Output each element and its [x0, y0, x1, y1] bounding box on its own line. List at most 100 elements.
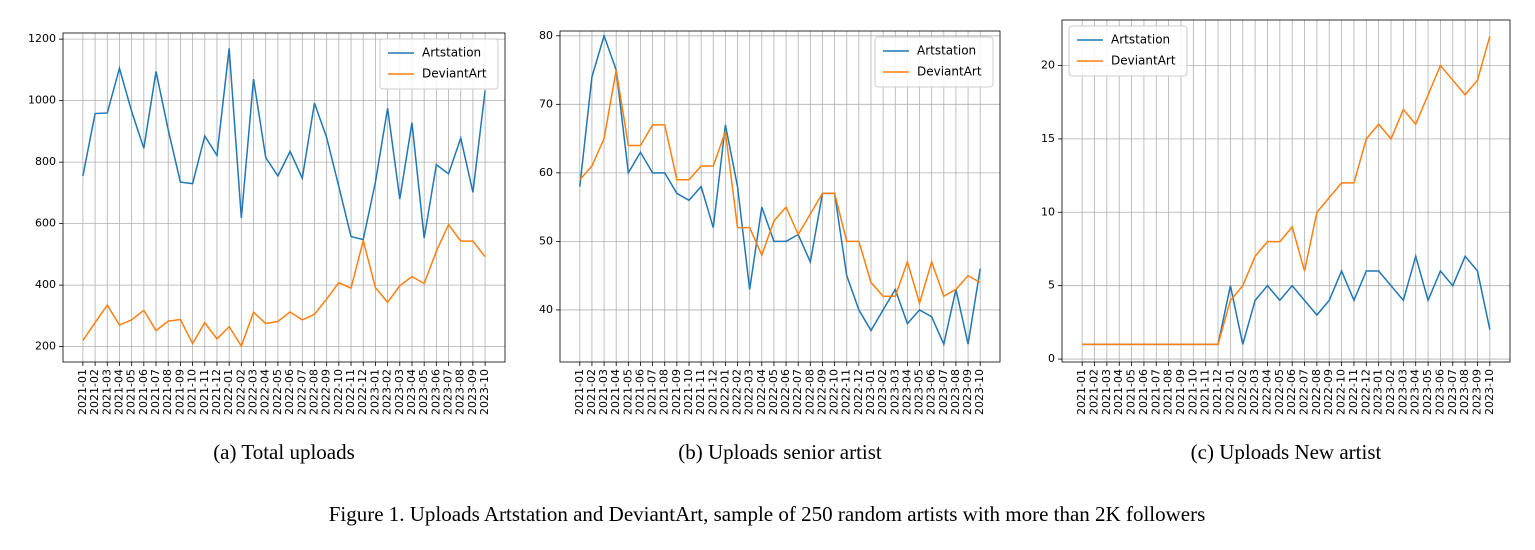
x-tick-label: 2022-03	[1248, 369, 1261, 415]
legend-box	[1068, 25, 1188, 77]
y-tick-label: 80	[539, 29, 553, 42]
x-tick-label: 2023-08	[1458, 369, 1471, 415]
x-tick-label: 2021-04	[1112, 369, 1125, 415]
x-tick-label: 2023-04	[1409, 369, 1422, 415]
x-tick-label: 2021-06	[137, 369, 150, 415]
x-tick-label: 2022-02	[1236, 369, 1249, 415]
x-tick-label: 2021-12	[210, 369, 223, 415]
chart-panel: 2021-01 2021-02 2021-03 2021-04 2021-05 2021-…	[28, 32, 506, 464]
x-tick-label: 2022-06	[283, 369, 296, 415]
x-tick-label: 2022-10	[828, 369, 841, 415]
x-tick-label: 2021-05	[1125, 369, 1138, 415]
x-tick-label: 2022-09	[320, 369, 333, 415]
x-tick-label: 2021-12	[1211, 369, 1224, 415]
y-tick-label: 1200	[28, 32, 56, 45]
x-tick-label: 2022-01	[222, 369, 235, 415]
x-tick-label: 2021-05	[125, 369, 138, 415]
x-tick-label: 2022-02	[731, 369, 744, 415]
y-tick-label: 1000	[28, 94, 56, 107]
y-tick-label: 70	[539, 97, 553, 110]
x-tick-label: 2022-03	[743, 369, 756, 415]
x-tick-label: 2023-09	[466, 369, 479, 415]
legend-box	[874, 36, 994, 88]
y-tick-label: 50	[539, 234, 553, 247]
x-tick-label: 2023-06	[1433, 369, 1446, 415]
x-tick-label: 2023-03	[1396, 369, 1409, 415]
x-tick-label: 2021-06	[1137, 369, 1150, 415]
x-tick-label: 2023-02	[876, 369, 889, 415]
x-tick-label: 2022-04	[1260, 369, 1273, 415]
x-tick-label: 2023-09	[961, 369, 974, 415]
x-tick-label: 2021-02	[1088, 369, 1101, 415]
x-tick-label: 2021-05	[621, 369, 634, 415]
x-tick-label: 2021-01	[1075, 369, 1088, 415]
x-tick-label: 2021-07	[1149, 369, 1162, 415]
x-tick-label: 2023-03	[393, 369, 406, 415]
x-tick-label: 2022-10	[1335, 369, 1348, 415]
y-tick-label: 200	[35, 340, 56, 353]
x-tick-label: 2022-04	[755, 369, 768, 415]
legend-label: DeviantArt	[1111, 54, 1176, 68]
x-tick-label: 2022-06	[1285, 369, 1298, 415]
x-tick-label: 2021-09	[1174, 369, 1187, 415]
y-tick-label: 40	[539, 303, 553, 316]
y-tick-label: 10	[1041, 205, 1055, 218]
x-tick-label: 2021-10	[682, 369, 695, 415]
x-tick-label: 2023-09	[1470, 369, 1483, 415]
x-tick-label: 2023-01	[368, 369, 381, 415]
x-tick-label: 2022-08	[1310, 369, 1323, 415]
x-tick-label: 2023-06	[429, 369, 442, 415]
series-line	[1082, 253, 1491, 346]
chart-panel: 2021-01 2021-02 2021-03 2021-04 2021-05 2021-…	[539, 29, 1001, 464]
series-line	[82, 223, 486, 348]
legend-label: DeviantArt	[917, 65, 982, 79]
x-tick-label: 2021-04	[112, 369, 125, 415]
x-tick-label: 2021-07	[646, 369, 659, 415]
x-tick-label: 2022-04	[259, 369, 272, 415]
chart-caption: (c) Uploads New artist	[1191, 440, 1382, 464]
y-tick-label: 20	[1041, 59, 1055, 72]
x-tick-label: 2022-05	[767, 369, 780, 415]
figure-caption: Figure 1. Uploads Artstation and Deviant…	[329, 502, 1206, 526]
x-tick-label: 2022-09	[815, 369, 828, 415]
x-tick-label: 2022-11	[840, 369, 853, 415]
x-tick-label: 2022-12	[1359, 369, 1372, 415]
x-tick-label: 2022-08	[803, 369, 816, 415]
x-tick-label: 2022-05	[1273, 369, 1286, 415]
series-line	[579, 69, 981, 306]
x-tick-label: 2023-04	[900, 369, 913, 415]
x-tick-label: 2021-04	[609, 369, 622, 415]
x-tick-label: 2023-04	[405, 369, 418, 415]
x-tick-label: 2023-10	[1483, 369, 1496, 415]
x-tick-label: 2021-08	[161, 369, 174, 415]
x-tick-label: 2023-07	[442, 369, 455, 415]
series-line	[579, 33, 981, 347]
x-tick-label: 2022-03	[247, 369, 260, 415]
x-tick-label: 2023-08	[454, 369, 467, 415]
legend-label: DeviantArt	[422, 67, 487, 81]
x-tick-label: 2022-08	[307, 369, 320, 415]
x-tick-label: 2022-12	[356, 369, 369, 415]
x-tick-label: 2022-10	[332, 369, 345, 415]
x-tick-label: 2021-03	[597, 369, 610, 415]
x-tick-label: 2021-09	[670, 369, 683, 415]
x-tick-label: 2022-07	[1298, 369, 1311, 415]
x-tick-label: 2021-06	[633, 369, 646, 415]
series-line	[82, 48, 486, 241]
x-tick-label: 2022-12	[852, 369, 865, 415]
x-tick-label: 2022-02	[234, 369, 247, 415]
chart-panel: 2021-01 2021-02 2021-03 2021-04 2021-05 2021-…	[1041, 19, 1511, 464]
x-tick-label: 2023-10	[973, 369, 986, 415]
chart-caption: (a) Total uploads	[213, 440, 355, 464]
x-tick-label: 2023-02	[1384, 369, 1397, 415]
x-tick-label: 2022-01	[1223, 369, 1236, 415]
x-tick-label: 2021-07	[149, 369, 162, 415]
series-line	[1082, 35, 1491, 346]
x-tick-label: 2022-11	[344, 369, 357, 415]
x-tick-label: 2023-02	[381, 369, 394, 415]
y-tick-label: 0	[1048, 352, 1055, 365]
plot-frame	[1061, 19, 1511, 363]
x-tick-label: 2023-05	[417, 369, 430, 415]
x-tick-label: 2023-10	[478, 369, 491, 415]
